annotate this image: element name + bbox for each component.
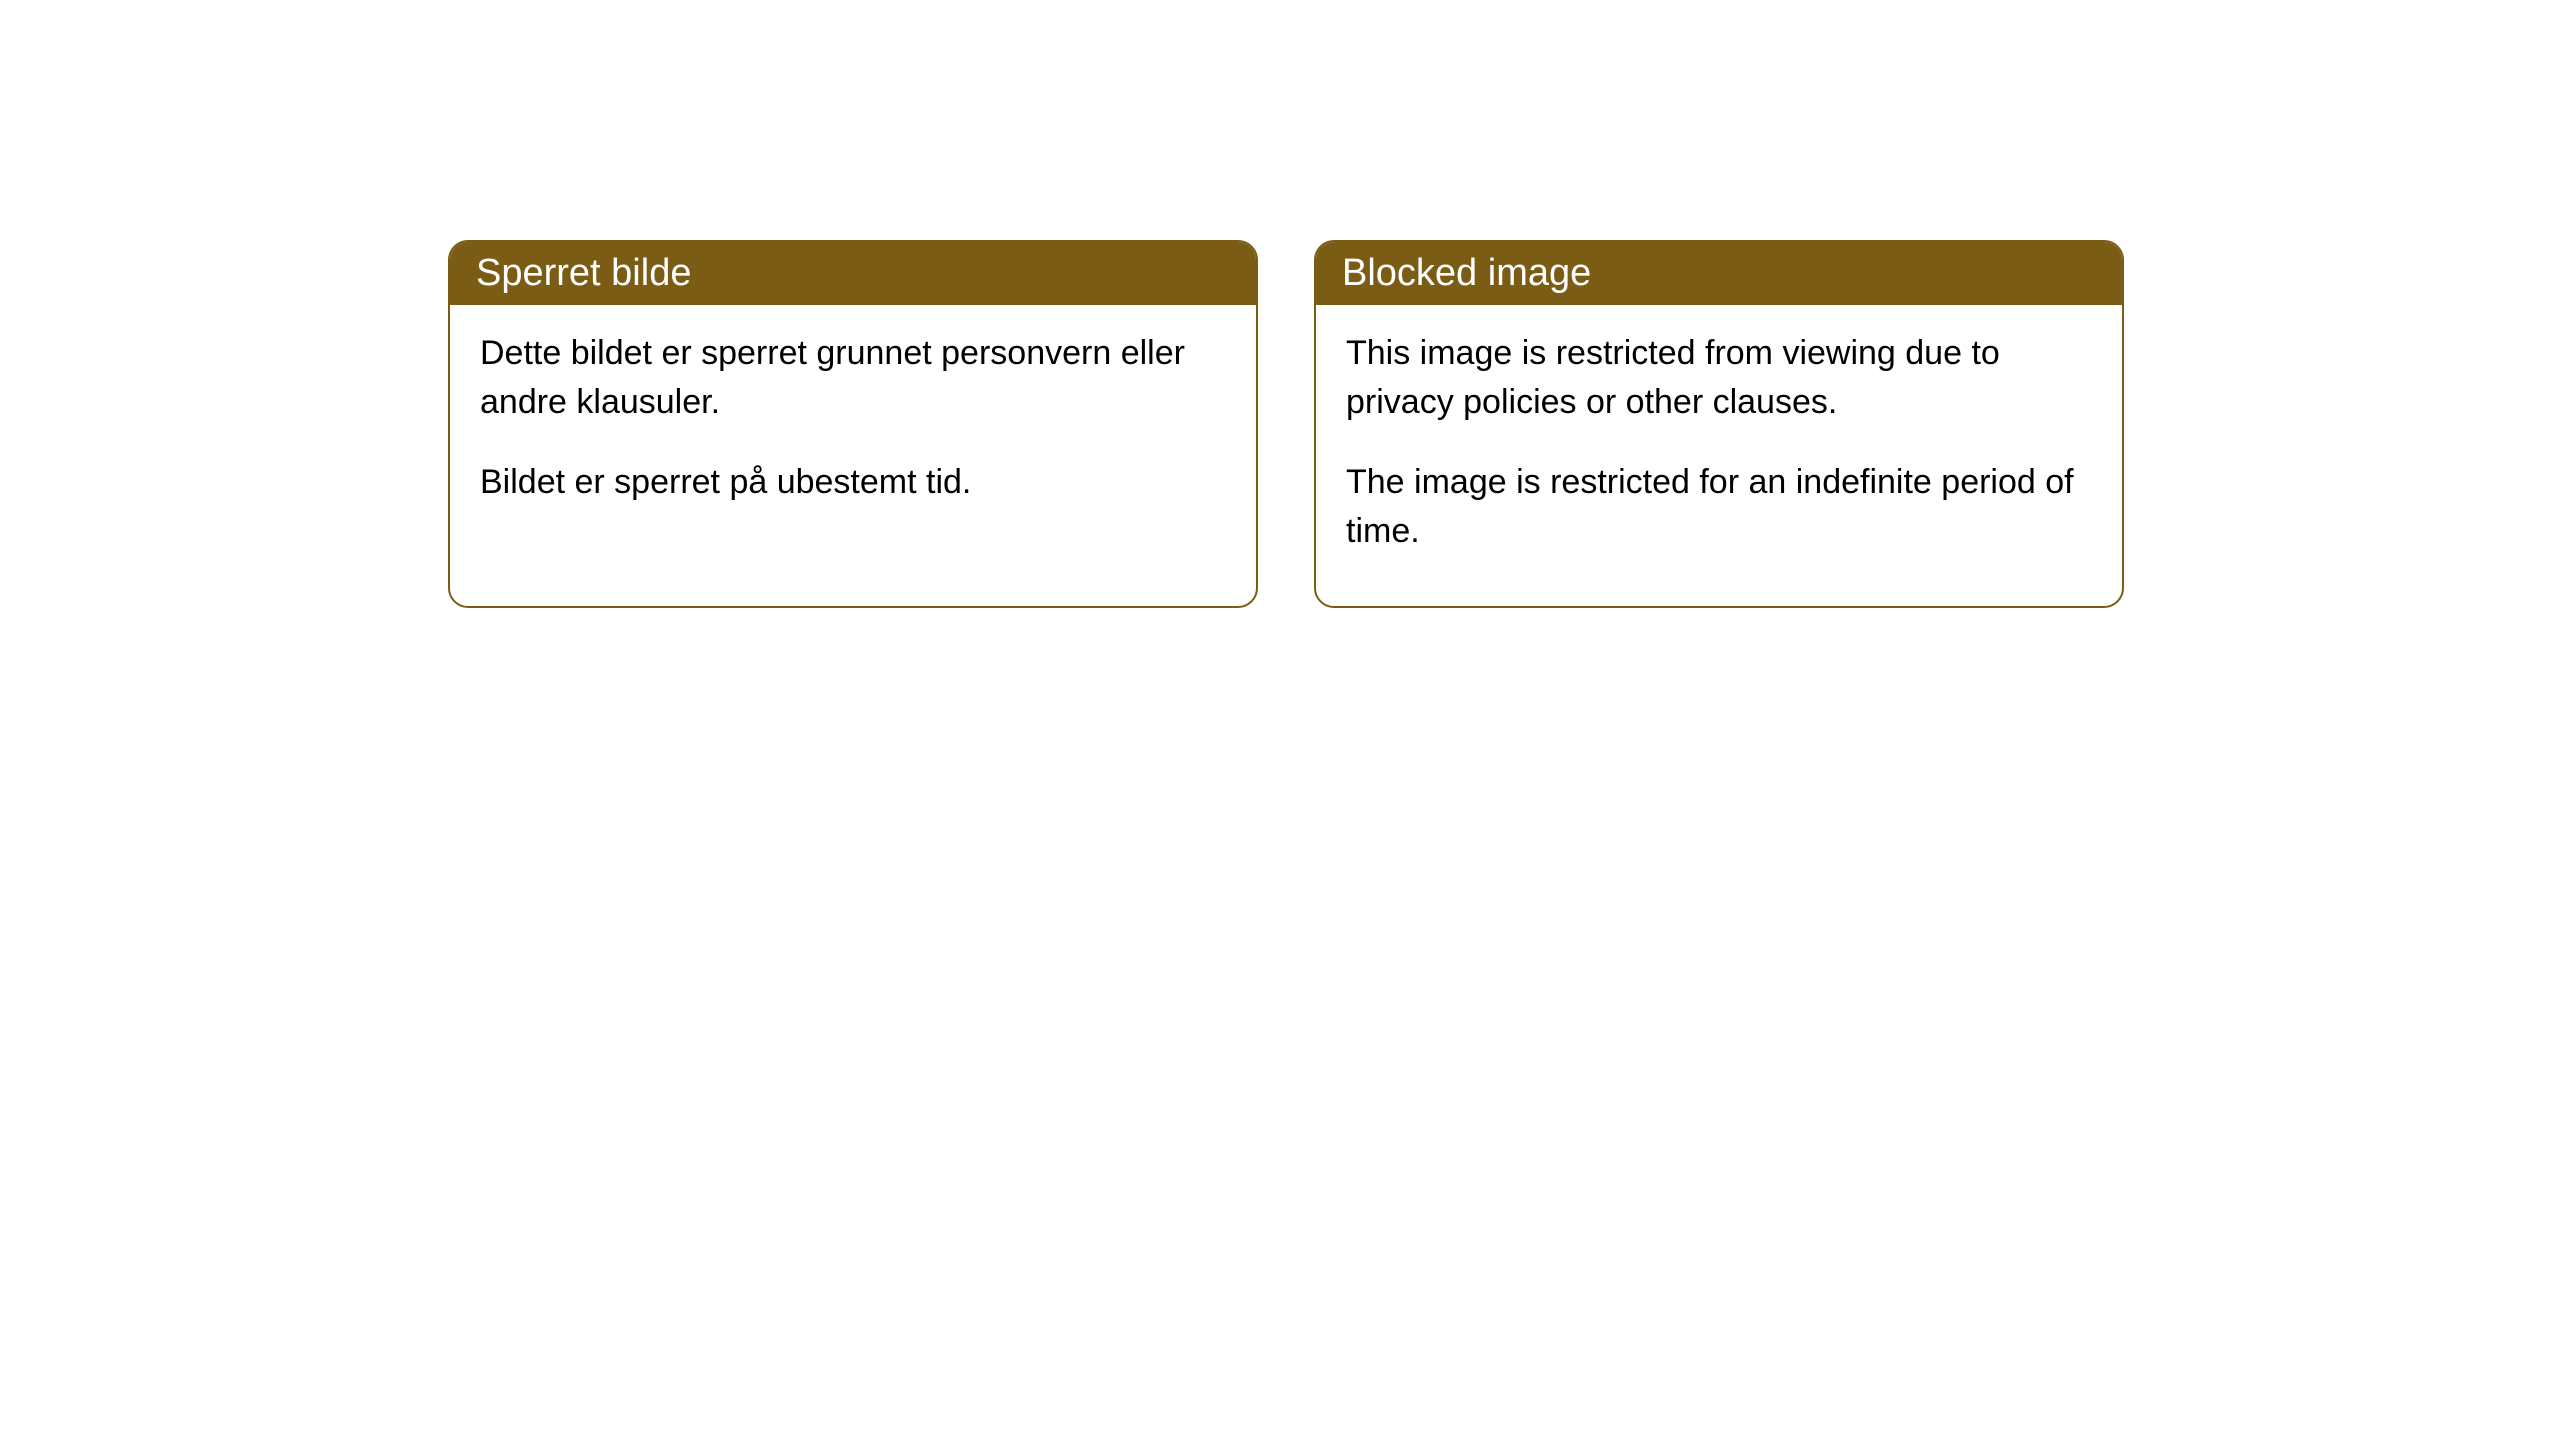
card-body-norwegian: Dette bildet er sperret grunnet personve… [450,305,1256,557]
card-body-english: This image is restricted from viewing du… [1316,305,2122,606]
card-norwegian: Sperret bilde Dette bildet er sperret gr… [448,240,1258,608]
card-container: Sperret bilde Dette bildet er sperret gr… [0,0,2560,608]
card-english: Blocked image This image is restricted f… [1314,240,2124,608]
card-header-english: Blocked image [1316,242,2122,305]
card-paragraph-1: This image is restricted from viewing du… [1346,329,2092,428]
card-header-norwegian: Sperret bilde [450,242,1256,305]
card-paragraph-1: Dette bildet er sperret grunnet personve… [480,329,1226,428]
card-paragraph-2: The image is restricted for an indefinit… [1346,458,2092,557]
card-paragraph-2: Bildet er sperret på ubestemt tid. [480,458,1226,507]
